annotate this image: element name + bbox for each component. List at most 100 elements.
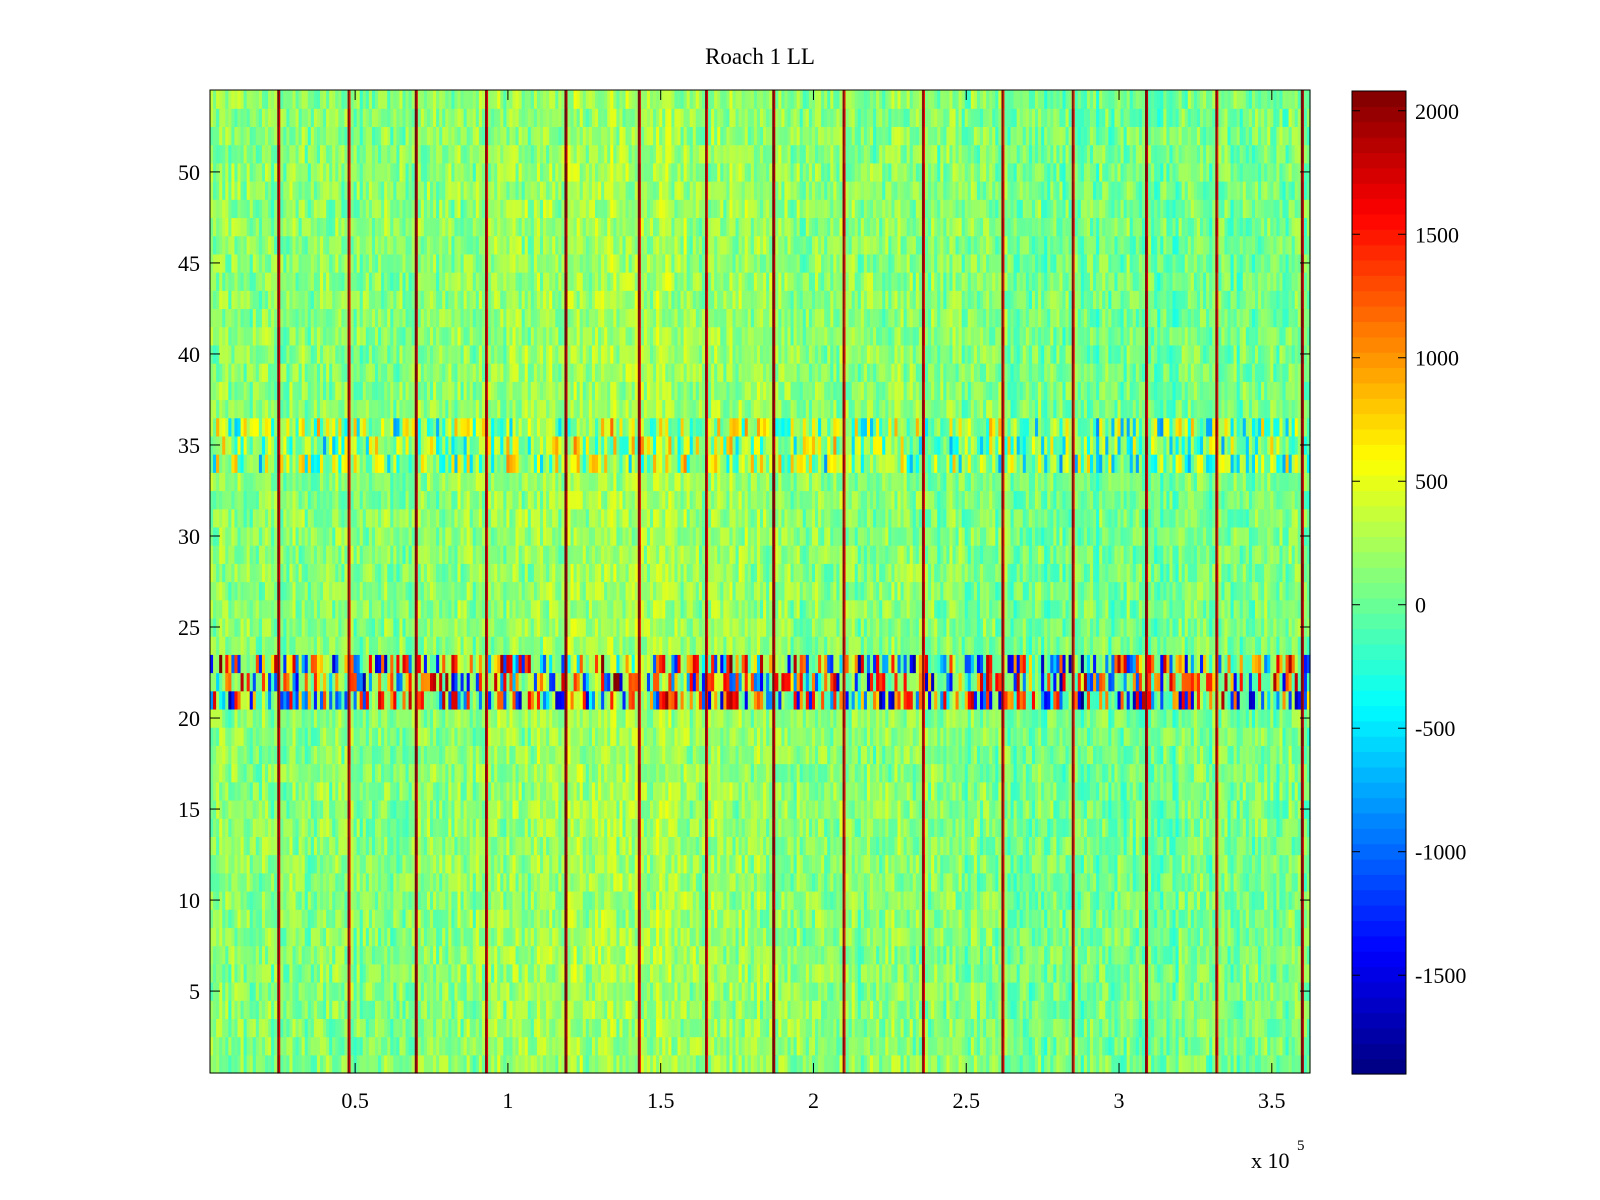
heatmap-cell xyxy=(769,1000,773,1019)
heatmap-cell xyxy=(1209,981,1213,1001)
heatmap-cell xyxy=(1294,1054,1299,1074)
heatmap-cell xyxy=(393,872,397,892)
heatmap-cell xyxy=(1080,1000,1085,1019)
heatmap-cell xyxy=(778,1000,782,1019)
heatmap-cell xyxy=(381,945,385,965)
heatmap-cell xyxy=(423,1018,428,1038)
heatmap-cell xyxy=(546,1000,550,1019)
heatmap-cell xyxy=(824,927,828,947)
heatmap-cell xyxy=(640,1054,645,1074)
heatmap-cell xyxy=(723,927,727,947)
heatmap-cell xyxy=(555,1054,559,1074)
heatmap-cell xyxy=(656,1000,660,1019)
heatmap-cell xyxy=(210,927,214,947)
heatmap-cell xyxy=(601,1054,605,1074)
heatmap-cell xyxy=(866,1036,871,1056)
heatmap-cell xyxy=(781,981,786,1001)
heatmap-cell xyxy=(937,1018,941,1038)
heatmap-cell xyxy=(384,981,388,1001)
heatmap-cell xyxy=(353,1018,358,1038)
heatmap-cell xyxy=(656,945,660,965)
heatmap-cell xyxy=(1206,890,1210,910)
heatmap-cell xyxy=(1209,945,1213,965)
heatmap-cell xyxy=(695,1054,700,1074)
heatmap-cell xyxy=(454,963,459,983)
heatmap-cell xyxy=(650,981,654,1001)
heatmap-cell xyxy=(735,1000,740,1019)
heatmap-cell xyxy=(827,1000,831,1019)
heatmap-cell xyxy=(741,1036,746,1056)
heatmap-cell xyxy=(903,1054,908,1074)
heatmap-cell xyxy=(903,1036,908,1056)
heatmap-cell xyxy=(680,945,685,965)
heatmap-cell xyxy=(448,1000,452,1019)
heatmap-cell xyxy=(1200,963,1204,983)
heatmap-cell xyxy=(451,872,456,892)
heatmap-cell xyxy=(873,909,877,928)
heatmap-cell xyxy=(567,909,572,928)
heatmap-cell xyxy=(1163,1000,1167,1019)
heatmap-cell xyxy=(1163,890,1167,910)
heatmap-cell xyxy=(1200,1000,1204,1019)
heatmap-cell xyxy=(964,890,969,910)
heatmap-cell xyxy=(454,1018,459,1038)
heatmap-cell xyxy=(1175,909,1180,928)
heatmap-cell xyxy=(1236,1054,1241,1074)
heatmap-cell xyxy=(613,945,617,965)
heatmap-cell xyxy=(1154,890,1158,910)
heatmap-cell xyxy=(344,890,349,910)
heatmap-cell xyxy=(405,927,410,947)
heatmap-cell xyxy=(1148,981,1152,1001)
heatmap-cell xyxy=(332,1018,336,1038)
heatmap-cell xyxy=(619,1000,624,1019)
heatmap-cell xyxy=(1019,981,1024,1001)
heatmap-cell xyxy=(906,981,911,1001)
heatmap-cell xyxy=(313,963,318,983)
heatmap-cell xyxy=(1126,963,1131,983)
heatmap-cell xyxy=(1270,1018,1274,1038)
heatmap-cell xyxy=(488,1054,492,1074)
heatmap-cell xyxy=(503,981,507,1001)
heatmap-cell xyxy=(497,981,501,1001)
heatmap-cell xyxy=(436,1054,440,1074)
heatmap-cell xyxy=(399,945,404,965)
heatmap-cell xyxy=(640,1000,645,1019)
heatmap-cell xyxy=(1108,909,1112,928)
heatmap-cell xyxy=(925,1036,929,1056)
heatmap-cell xyxy=(326,963,330,983)
heatmap-cell xyxy=(689,890,694,910)
heatmap-cell xyxy=(402,981,407,1001)
heatmap-cell xyxy=(701,909,706,928)
heatmap-cell xyxy=(680,890,685,910)
heatmap-cell xyxy=(252,909,257,928)
heatmap-cell xyxy=(582,872,587,892)
heatmap-cell xyxy=(720,890,724,910)
heatmap-cell xyxy=(824,963,828,983)
heatmap-cell xyxy=(1010,981,1015,1001)
heatmap-cell xyxy=(475,981,480,1001)
heatmap-cell xyxy=(735,963,740,983)
heatmap-cell xyxy=(793,927,798,947)
heatmap-cell xyxy=(619,1054,624,1074)
heatmap-cell xyxy=(286,890,291,910)
heatmap-cell xyxy=(286,963,291,983)
heatmap-cell xyxy=(420,981,425,1001)
heatmap-cell xyxy=(766,890,770,910)
heatmap-cell xyxy=(591,1054,596,1074)
heatmap-cell xyxy=(1221,1018,1226,1038)
heatmap-cell xyxy=(607,890,611,910)
heatmap-cell xyxy=(1096,1036,1100,1056)
heatmap-cell xyxy=(1187,981,1192,1001)
heatmap-cell xyxy=(1261,963,1265,983)
heatmap-cell xyxy=(1169,1018,1174,1038)
heatmap-cell xyxy=(1291,1018,1296,1038)
heatmap-cell xyxy=(451,1018,456,1038)
heatmap-cell xyxy=(1196,909,1201,928)
heatmap-cell xyxy=(402,1000,407,1019)
heatmap-cell xyxy=(234,963,239,983)
heatmap-cell xyxy=(906,1036,911,1056)
heatmap-cell xyxy=(411,872,416,892)
heatmap-cell xyxy=(940,981,944,1001)
heatmap-cell xyxy=(656,1018,660,1038)
heatmap-cell xyxy=(329,1054,333,1074)
